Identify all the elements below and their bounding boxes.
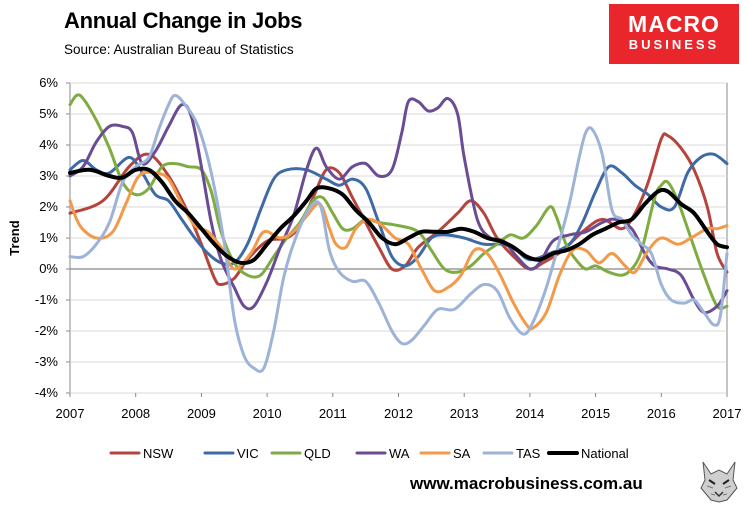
y-tick-label: -4% [35,385,59,400]
chart-title: Annual Change in Jobs [64,8,303,33]
x-tick-label: 2008 [121,406,150,421]
legend-label-sa: SA [453,446,471,461]
y-tick-label: 0% [39,261,58,276]
series-line-tas [68,93,729,373]
series-line-wa [68,96,729,315]
wolf-icon [697,458,741,504]
series-line-national [68,166,729,265]
x-tick-label: 2015 [581,406,610,421]
x-tick-label: 2012 [384,406,413,421]
x-tick-label: 2011 [319,406,347,421]
x-tick-label: 2017 [713,406,742,421]
y-axis-title: Trend [7,220,22,255]
chart-source: Source: Australian Bureau of Statistics [64,42,294,57]
logo-line-1: MACRO [628,11,720,37]
line-chart: -4% -3% -2% -1% 0% 1% 2% 3% 4% 5% 6% 2007 2008 2009 20… [7,75,742,461]
series-line-nsw [68,132,729,287]
x-tick-label: 2010 [253,406,282,421]
y-tick-label: -3% [35,354,59,369]
y-tick-label: 3% [39,168,58,183]
legend-label-qld: QLD [304,446,331,461]
y-tick-label: 6% [39,75,58,90]
brand-logo: MACRO BUSINESS [609,4,739,64]
series-line-vic [68,152,729,268]
footer-url: www.macrobusiness.com.au [410,474,643,493]
logo-line-2: BUSINESS [628,37,720,52]
legend-label-nsw: NSW [143,446,174,461]
y-tick-label: 4% [39,137,58,152]
y-tick-label: 5% [39,106,58,121]
y-tick-label: 1% [39,230,58,245]
y-tick-label: -1% [35,292,59,307]
legend-label-vic: VIC [237,446,259,461]
x-tick-label: 2014 [515,406,544,421]
x-tick-label: 2013 [450,406,479,421]
x-tick-label: 2016 [647,406,676,421]
y-tick-label: -2% [35,323,59,338]
x-tick-label: 2007 [56,406,85,421]
legend-label-tas: TAS [516,446,541,461]
y-tick-label: 2% [39,199,58,214]
legend-label-national: National [581,446,629,461]
x-tick-label: 2009 [187,406,216,421]
legend-label-wa: WA [389,446,410,461]
